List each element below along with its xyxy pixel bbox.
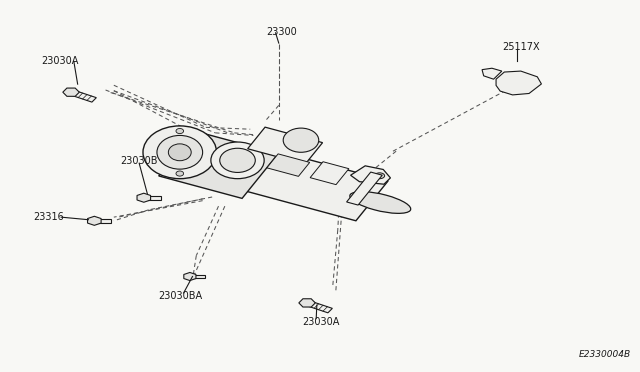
Ellipse shape xyxy=(67,90,76,95)
Polygon shape xyxy=(137,193,150,202)
Ellipse shape xyxy=(220,148,255,173)
Ellipse shape xyxy=(187,275,193,278)
Polygon shape xyxy=(73,91,97,102)
Ellipse shape xyxy=(303,300,312,305)
Polygon shape xyxy=(248,127,323,164)
Text: E2330004B: E2330004B xyxy=(579,350,631,359)
Polygon shape xyxy=(227,146,388,221)
Ellipse shape xyxy=(284,128,319,152)
Ellipse shape xyxy=(487,72,493,76)
Ellipse shape xyxy=(176,128,184,134)
Polygon shape xyxy=(88,216,101,225)
Text: 23030A: 23030A xyxy=(302,317,340,327)
Ellipse shape xyxy=(211,142,264,179)
Ellipse shape xyxy=(350,192,411,214)
Polygon shape xyxy=(308,302,332,313)
Polygon shape xyxy=(191,275,205,278)
Polygon shape xyxy=(310,162,349,185)
Ellipse shape xyxy=(157,135,203,169)
Polygon shape xyxy=(482,68,502,79)
Ellipse shape xyxy=(168,144,191,161)
Polygon shape xyxy=(63,88,79,96)
Polygon shape xyxy=(267,154,310,176)
Polygon shape xyxy=(496,71,541,95)
Ellipse shape xyxy=(140,196,147,200)
Text: 23030BA: 23030BA xyxy=(158,291,202,301)
Polygon shape xyxy=(145,196,161,200)
Ellipse shape xyxy=(143,126,216,179)
Ellipse shape xyxy=(374,173,385,179)
Text: 23300: 23300 xyxy=(266,27,297,37)
Text: 25117X: 25117X xyxy=(502,42,540,52)
Polygon shape xyxy=(351,166,390,184)
Polygon shape xyxy=(184,272,196,280)
Text: 23030A: 23030A xyxy=(41,57,78,67)
Ellipse shape xyxy=(513,80,529,91)
Text: 23030B: 23030B xyxy=(120,156,157,166)
Ellipse shape xyxy=(176,171,184,176)
Polygon shape xyxy=(347,172,382,205)
Polygon shape xyxy=(299,299,316,307)
Text: 23316: 23316 xyxy=(33,212,64,222)
Polygon shape xyxy=(159,131,278,198)
Ellipse shape xyxy=(91,219,98,223)
Polygon shape xyxy=(95,219,111,223)
